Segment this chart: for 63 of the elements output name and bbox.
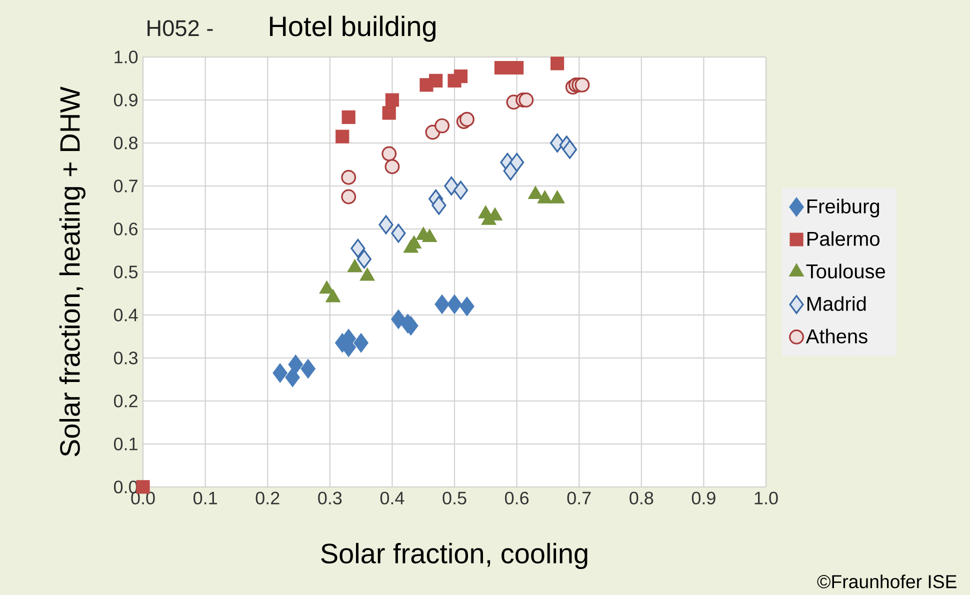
x-tick-label: 0.9 [692, 492, 716, 504]
legend-label: Toulouse [806, 264, 886, 278]
point [562, 140, 578, 159]
y-tick-label: 0.3 [114, 352, 138, 364]
point [382, 106, 396, 120]
point [453, 180, 468, 200]
y-tick-label: 0.5 [114, 266, 138, 278]
x-tick-label: 0.7 [567, 492, 591, 504]
point [285, 368, 300, 387]
point [510, 152, 524, 172]
y-tick-label: 0.2 [114, 394, 138, 408]
point [444, 176, 459, 196]
point [574, 77, 590, 92]
legend-label: Freiburg [807, 198, 880, 218]
point [432, 196, 446, 215]
point [341, 189, 356, 204]
point [382, 146, 397, 162]
x-tick-label: 0.5 [442, 492, 466, 504]
point [518, 92, 534, 108]
point [550, 56, 564, 70]
point [342, 110, 356, 124]
y-tick-label: 0.9 [114, 94, 138, 106]
point [447, 294, 462, 314]
chart-subtitle: Hotel building [270, 16, 436, 42]
point [391, 310, 406, 329]
point [336, 130, 350, 144]
point [454, 70, 468, 84]
point [272, 364, 288, 383]
x-tick-label: 0.4 [380, 492, 404, 504]
point [288, 354, 303, 374]
point [384, 159, 400, 174]
legend-label: Athens [806, 328, 868, 344]
y-tick-label: 0.8 [114, 136, 138, 150]
x-tick-label: 0.8 [630, 492, 654, 504]
y-axis-title: Solar fraction, heating + DHW [59, 86, 86, 456]
x-tick-label: 0.6 [505, 492, 529, 504]
x-tick-label: 0.2 [256, 492, 280, 504]
legend-label: Madrid [807, 296, 866, 311]
point [391, 224, 406, 243]
point [385, 93, 400, 107]
point [460, 296, 474, 316]
y-tick-label: 0.4 [114, 308, 138, 322]
legend-label: Palermo [807, 231, 880, 246]
chart-title: H052 - [148, 20, 213, 36]
point [300, 359, 316, 378]
y-tick-label: 0.7 [114, 180, 138, 192]
point [429, 74, 443, 88]
point [350, 238, 366, 258]
point [356, 250, 372, 269]
y-tick-label: 1.0 [114, 50, 138, 64]
point [354, 333, 368, 352]
x-tick-label: 0.3 [318, 492, 342, 504]
x-axis-title: Solar fraction, cooling [321, 542, 588, 570]
point [434, 118, 450, 134]
x-tick-label: 1.0 [754, 492, 778, 504]
y-tick-label: 0.1 [114, 438, 138, 450]
text: ©Fraunhofer ISE [817, 574, 956, 588]
point [434, 294, 450, 314]
x-tick-label: 0.1 [194, 492, 217, 504]
point [460, 112, 474, 127]
y-tick-label: 0.6 [114, 222, 138, 236]
point [378, 215, 394, 234]
point [341, 170, 356, 185]
